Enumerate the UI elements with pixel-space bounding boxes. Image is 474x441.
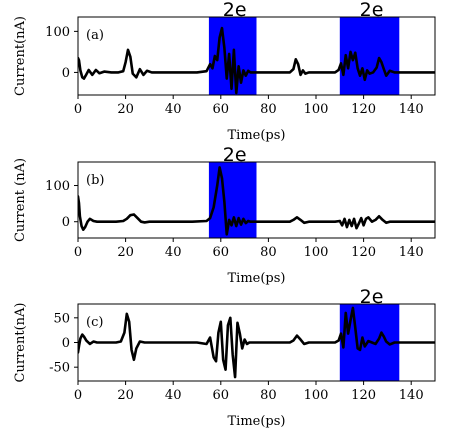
panel-c: 2e 0 20 40 60 80 100 120 140 -50 0 50 Time(ps) Curren…: [13, 286, 436, 429]
axes-frame-b: [77, 161, 436, 239]
x-tick-label-b-60: 60: [213, 245, 230, 260]
y-tick-label-c-50: 50: [53, 311, 70, 326]
band-label-a-1: 2e: [360, 0, 384, 21]
x-tick-label-b-20: 20: [117, 245, 134, 260]
x-tick-label-c-80: 80: [260, 388, 277, 403]
series-line-a: [78, 26, 435, 95]
axes-frame-a: [77, 16, 436, 96]
x-axis-title-a: Time(ps): [228, 128, 286, 143]
y-axis-title-a: Current(nA): [13, 16, 28, 96]
x-axis-title-c: Time(ps): [228, 414, 286, 429]
panel-label-b: (b): [86, 173, 104, 188]
y-axis-title-c: Current(nA): [13, 303, 28, 383]
y-axis-title-b: Current (nA): [13, 158, 28, 242]
x-tick-label-c-120: 120: [351, 388, 376, 403]
x-tick-label-c-60: 60: [213, 388, 230, 403]
x-tick-label-a-40: 40: [165, 102, 182, 117]
x-tick-label-b-100: 100: [304, 245, 329, 260]
x-tick-label-a-100: 100: [304, 102, 329, 117]
x-tick-label-b-120: 120: [351, 245, 376, 260]
panel-label-c: (c): [86, 315, 103, 330]
band-label-c-0: 2e: [360, 286, 384, 308]
panel-a: 2e 2e 0 20 40 60 80 100 120 140 0 100 Time(ps) Curren…: [13, 0, 436, 143]
x-tick-label-a-0: 0: [74, 102, 82, 117]
x-tick-label-c-40: 40: [165, 388, 182, 403]
y-tick-label-b-100: 100: [45, 179, 70, 194]
x-tick-label-a-80: 80: [260, 102, 277, 117]
x-tick-label-a-140: 140: [399, 102, 424, 117]
panel-label-a: (a): [86, 28, 104, 43]
y-tick-label-c--50: -50: [49, 361, 70, 376]
x-tick-label-b-140: 140: [399, 245, 424, 260]
x-tick-label-c-20: 20: [117, 388, 134, 403]
x-tick-label-c-100: 100: [304, 388, 329, 403]
band-label-a-0: 2e: [223, 0, 247, 21]
y-tick-label-c-0: 0: [62, 336, 70, 351]
band-label-b-0: 2e: [223, 144, 247, 166]
series-line-b: [78, 166, 435, 236]
y-tick-label-b-0: 0: [62, 215, 70, 230]
x-tick-label-b-80: 80: [260, 245, 277, 260]
panel-b: 2e 0 20 40 60 80 100 120 140 0 100 Time(ps) Current …: [13, 144, 436, 286]
x-tick-label-a-120: 120: [351, 102, 376, 117]
x-tick-label-b-0: 0: [74, 245, 82, 260]
x-tick-label-a-60: 60: [213, 102, 230, 117]
x-axis-title-b: Time(ps): [228, 271, 286, 286]
x-tick-label-c-140: 140: [399, 388, 424, 403]
x-tick-label-a-20: 20: [117, 102, 134, 117]
x-tick-label-c-0: 0: [74, 388, 82, 403]
x-tick-label-b-40: 40: [165, 245, 182, 260]
series-line-c: [78, 306, 435, 379]
y-tick-label-a-0: 0: [62, 66, 70, 81]
y-tick-label-a-100: 100: [45, 25, 70, 40]
